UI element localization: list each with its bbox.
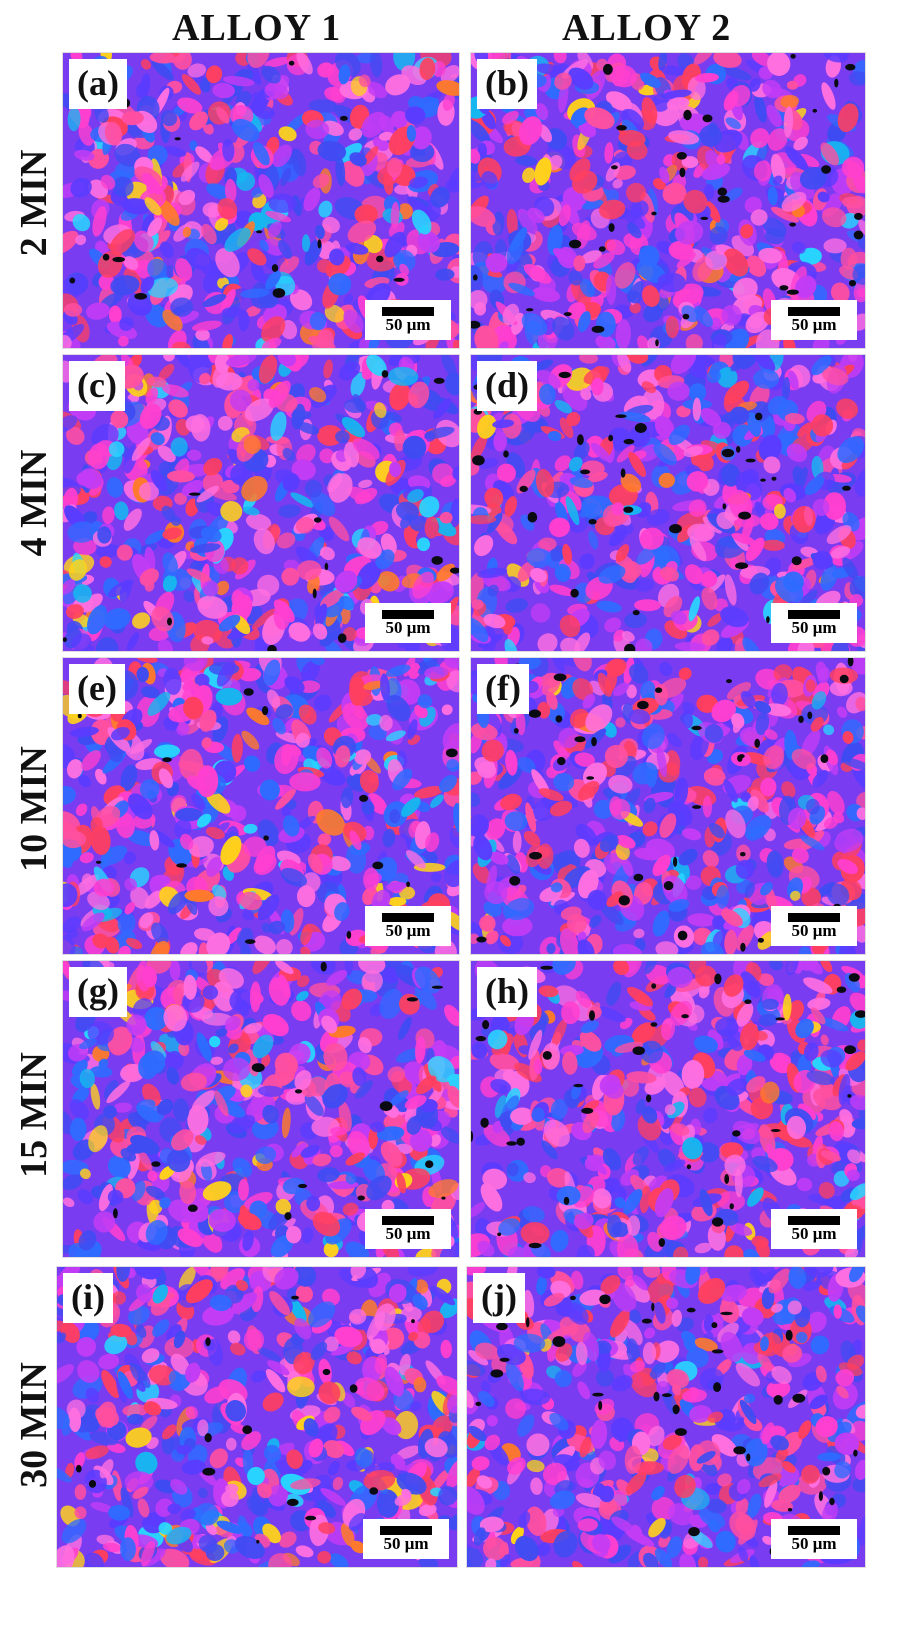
scale-bar-text: 50 μm: [385, 618, 431, 637]
row-header-10-min: 10 MIN: [13, 746, 55, 872]
panel-label: (j): [473, 1273, 525, 1323]
micrograph-panel-g: (g) 50 μm: [62, 960, 460, 1258]
panel-label: (e): [69, 664, 125, 714]
micrograph-panel-f: (f) 50 μm: [470, 657, 866, 955]
panel-label: (i): [63, 1273, 113, 1323]
scale-bar: [380, 1526, 432, 1535]
scale-bar: [382, 1216, 434, 1225]
column-header-alloy-2: ALLOY 2: [562, 7, 732, 49]
micrograph-image: [57, 1267, 457, 1567]
micrograph-panel-b: (b) 50 μm: [470, 52, 866, 349]
scale-bar: [382, 610, 434, 619]
micrograph-panel-c: (c) 50 μm: [62, 354, 460, 652]
scale-bar-text: 50 μm: [791, 1224, 837, 1243]
panel-label: (d): [477, 361, 537, 411]
scale-bar: [382, 307, 434, 316]
scale-bar: [788, 1526, 840, 1535]
scale-bar-text: 50 μm: [385, 315, 431, 334]
panel-label: (a): [69, 59, 127, 109]
scale-bar-box: 50 μm: [363, 1519, 449, 1559]
micrograph-image: [63, 658, 459, 954]
micrograph-image: [467, 1267, 865, 1567]
scale-bar-box: 50 μm: [771, 906, 857, 946]
scale-bar: [382, 913, 434, 922]
scale-bar: [788, 307, 840, 316]
micrograph-image: [471, 961, 865, 1257]
scale-bar-box: 50 μm: [771, 603, 857, 643]
micrograph-panel-h: (h) 50 μm: [470, 960, 866, 1258]
scale-bar-box: 50 μm: [365, 906, 451, 946]
micrograph-panel-j: (j) 50 μm: [466, 1266, 866, 1568]
scale-bar-text: 50 μm: [791, 618, 837, 637]
row-header-4-min: 4 MIN: [13, 449, 55, 557]
panel-label: (f): [477, 664, 529, 714]
panel-label: (g): [69, 967, 127, 1017]
micrograph-panel-a: (a) 50 μm: [62, 52, 460, 349]
micrograph-panel-i: (i) 50 μm: [56, 1266, 458, 1568]
scale-bar-box: 50 μm: [365, 1209, 451, 1249]
scale-bar-text: 50 μm: [385, 921, 431, 940]
row-header-30-min: 30 MIN: [13, 1362, 55, 1488]
scale-bar-box: 50 μm: [771, 1209, 857, 1249]
scale-bar-box: 50 μm: [365, 603, 451, 643]
scale-bar-text: 50 μm: [791, 315, 837, 334]
micrograph-image: [63, 355, 459, 651]
column-header-alloy-1: ALLOY 1: [172, 7, 342, 49]
row-header-15-min: 15 MIN: [13, 1052, 55, 1178]
panel-label: (h): [477, 967, 537, 1017]
scale-bar-box: 50 μm: [771, 300, 857, 340]
micrograph-panel-e: (e) 50 μm: [62, 657, 460, 955]
scale-bar: [788, 1216, 840, 1225]
micrograph-image: [63, 961, 459, 1257]
row-header-2-min: 2 MIN: [13, 149, 55, 257]
scale-bar-box: 50 μm: [365, 300, 451, 340]
micrograph-panel-d: (d) 50 μm: [470, 354, 866, 652]
micrograph-image: [63, 53, 459, 348]
panel-label: (c): [69, 361, 125, 411]
panel-label: (b): [477, 59, 537, 109]
scale-bar-text: 50 μm: [383, 1534, 429, 1553]
scale-bar-text: 50 μm: [791, 1534, 837, 1553]
scale-bar: [788, 610, 840, 619]
micrograph-image: [471, 355, 865, 651]
scale-bar: [788, 913, 840, 922]
scale-bar-box: 50 μm: [771, 1519, 857, 1559]
scale-bar-text: 50 μm: [385, 1224, 431, 1243]
scale-bar-text: 50 μm: [791, 921, 837, 940]
micrograph-image: [471, 658, 865, 954]
